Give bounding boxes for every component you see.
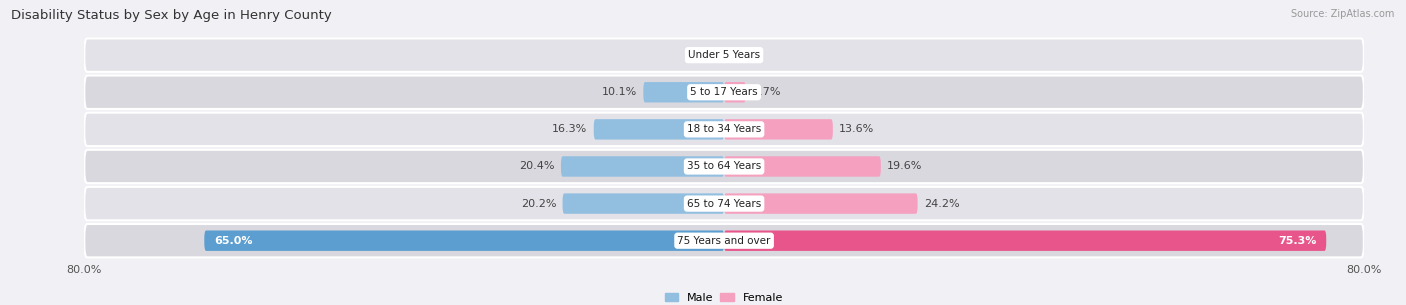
Text: 10.1%: 10.1% — [602, 87, 637, 97]
FancyBboxPatch shape — [84, 150, 1364, 183]
Text: 0.0%: 0.0% — [731, 50, 759, 60]
Text: 75.3%: 75.3% — [1278, 236, 1316, 246]
Text: 13.6%: 13.6% — [839, 124, 875, 135]
Text: 24.2%: 24.2% — [924, 199, 960, 209]
Text: 65.0%: 65.0% — [214, 236, 253, 246]
FancyBboxPatch shape — [644, 82, 724, 102]
Text: Source: ZipAtlas.com: Source: ZipAtlas.com — [1291, 9, 1395, 19]
Text: Under 5 Years: Under 5 Years — [688, 50, 761, 60]
FancyBboxPatch shape — [84, 76, 1364, 109]
FancyBboxPatch shape — [84, 38, 1364, 72]
FancyBboxPatch shape — [84, 224, 1364, 257]
Text: 16.3%: 16.3% — [553, 124, 588, 135]
FancyBboxPatch shape — [562, 193, 724, 214]
FancyBboxPatch shape — [724, 82, 745, 102]
Text: 75 Years and over: 75 Years and over — [678, 236, 770, 246]
Text: 35 to 64 Years: 35 to 64 Years — [688, 161, 761, 171]
FancyBboxPatch shape — [561, 156, 724, 177]
FancyBboxPatch shape — [204, 231, 724, 251]
FancyBboxPatch shape — [84, 187, 1364, 220]
Text: 20.4%: 20.4% — [519, 161, 554, 171]
Text: 2.7%: 2.7% — [752, 87, 780, 97]
Text: 0.0%: 0.0% — [689, 50, 717, 60]
Text: 19.6%: 19.6% — [887, 161, 922, 171]
FancyBboxPatch shape — [724, 231, 1326, 251]
Legend: Male, Female: Male, Female — [665, 292, 783, 303]
Text: 65 to 74 Years: 65 to 74 Years — [688, 199, 761, 209]
FancyBboxPatch shape — [84, 113, 1364, 146]
FancyBboxPatch shape — [724, 193, 918, 214]
FancyBboxPatch shape — [724, 119, 832, 140]
FancyBboxPatch shape — [593, 119, 724, 140]
Text: 5 to 17 Years: 5 to 17 Years — [690, 87, 758, 97]
Text: 18 to 34 Years: 18 to 34 Years — [688, 124, 761, 135]
Text: 20.2%: 20.2% — [520, 199, 557, 209]
Text: Disability Status by Sex by Age in Henry County: Disability Status by Sex by Age in Henry… — [11, 9, 332, 22]
FancyBboxPatch shape — [724, 156, 880, 177]
